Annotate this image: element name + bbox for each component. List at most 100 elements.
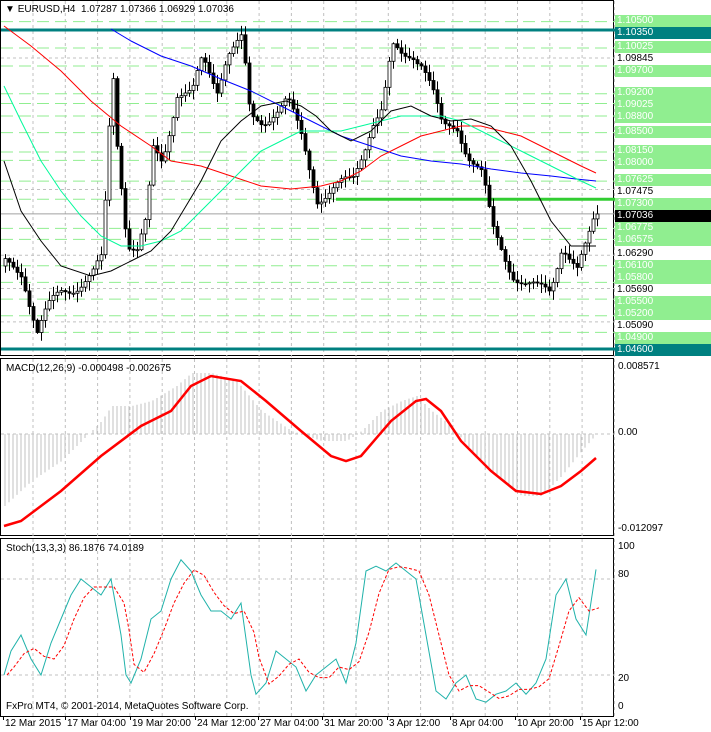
bear-candle <box>35 319 40 333</box>
bull-candle <box>99 254 104 262</box>
bear-candle <box>159 152 164 162</box>
bear-candle <box>503 249 508 262</box>
bear-candle <box>255 116 260 122</box>
bull-candle <box>527 282 532 285</box>
stoch-panel[interactable]: Stoch(13,3,3) 86.1876 74.0189 FxPro MT4,… <box>0 538 615 718</box>
bear-candle <box>563 252 568 255</box>
bear-candle <box>127 228 132 250</box>
stoch-chart[interactable] <box>1 539 615 718</box>
price-chart-panel[interactable]: ▼ EURUSD,H4 1.07287 1.07366 1.06929 1.07… <box>0 0 615 357</box>
bear-candle <box>399 47 404 54</box>
macd-scale-zero: 0.00 <box>618 427 638 438</box>
bull-candle <box>379 109 384 119</box>
bull-candle <box>239 34 244 41</box>
bear-candle <box>507 261 512 273</box>
level-label: 1.10025 <box>615 41 711 54</box>
bull-candle <box>167 135 172 153</box>
macd-scale-min: -0.012097 <box>618 523 664 534</box>
level-label: 1.09025 <box>615 98 711 111</box>
bull-candle <box>147 184 152 220</box>
bull-candle <box>199 57 204 71</box>
key-level-label: 1.04600 <box>615 344 711 356</box>
bear-candle <box>299 119 304 134</box>
bear-candle <box>419 63 424 67</box>
bull-candle <box>43 308 48 321</box>
time-label: 19 Mar 20:00 <box>132 718 191 729</box>
bear-candle <box>263 124 268 127</box>
bull-candle <box>587 230 592 244</box>
time-tick <box>3 716 4 720</box>
bear-candle <box>31 306 36 321</box>
bull-candle <box>47 300 52 310</box>
dropdown-arrow-icon[interactable]: ▼ <box>5 4 15 15</box>
bull-candle <box>187 90 192 94</box>
level-label: 1.05800 <box>615 272 711 284</box>
bull-candle <box>271 117 276 123</box>
bear-candle <box>311 169 316 189</box>
bear-candle <box>215 83 220 94</box>
bear-candle <box>547 286 552 292</box>
macd-panel[interactable]: MACD(12,26,9) -0.000498 -0.002675 <box>0 358 615 537</box>
time-tick <box>450 716 451 720</box>
time-tick <box>195 716 196 720</box>
level-label: 1.06575 <box>615 234 711 247</box>
stoch-title: Stoch(13,3,3) 86.1876 74.0189 <box>6 543 144 554</box>
bull-candle <box>75 290 80 294</box>
bear-candle <box>523 283 528 286</box>
bear-candle <box>483 169 488 186</box>
bear-candle <box>519 282 524 285</box>
stoch-scale-80: 80 <box>618 569 630 580</box>
bull-candle <box>331 187 336 194</box>
bear-candle <box>315 187 320 205</box>
bull-candle <box>367 137 372 151</box>
bull-candle <box>91 268 96 276</box>
bull-candle <box>111 78 116 127</box>
bear-candle <box>567 253 572 260</box>
time-label: 10 Apr 20:00 <box>517 718 574 729</box>
macd-chart[interactable] <box>1 359 615 537</box>
price-chart[interactable] <box>1 1 615 357</box>
bear-candle <box>495 226 500 238</box>
bull-candle <box>323 197 328 203</box>
macd-scale-max: 0.008571 <box>618 361 660 372</box>
bear-candle <box>447 123 452 127</box>
price-scale-tick: 1.09845 <box>615 53 711 66</box>
stoch-scale-20: 20 <box>618 673 630 684</box>
bear-candle <box>511 271 516 281</box>
moving-average-long <box>110 28 597 182</box>
time-tick <box>322 716 323 720</box>
bear-candle <box>123 188 128 230</box>
price-scale-tick: 1.05090 <box>615 320 711 332</box>
bear-candle <box>23 276 28 292</box>
bear-candle <box>203 57 208 63</box>
bear-candle <box>67 291 72 294</box>
bear-candle <box>463 143 468 155</box>
bull-candle <box>107 125 112 201</box>
level-label: 1.05200 <box>615 308 711 320</box>
moving-average-slow <box>3 25 597 190</box>
bull-candle <box>195 70 200 86</box>
time-label: 3 Apr 12:00 <box>389 718 441 729</box>
level-label: 1.09200 <box>615 86 711 99</box>
bull-candle <box>103 199 108 256</box>
time-tick <box>130 716 131 720</box>
bear-candle <box>479 166 484 171</box>
bull-candle <box>383 86 388 111</box>
bull-candle <box>391 43 396 62</box>
price-scale-tick: 1.05690 <box>615 284 711 296</box>
symbol-title: EURUSD,H4 <box>17 4 76 15</box>
bull-candle <box>87 275 92 283</box>
bull-candle <box>171 117 176 137</box>
level-label: 1.09700 <box>615 65 711 78</box>
level-label: 1.08500 <box>615 125 711 138</box>
bear-candle <box>287 98 292 101</box>
bull-candle <box>51 294 56 301</box>
bear-candle <box>303 133 308 152</box>
bull-candle <box>223 64 228 81</box>
bear-candle <box>243 34 248 64</box>
level-label: 1.06775 <box>615 222 711 235</box>
bull-candle <box>95 260 100 270</box>
bear-candle <box>291 99 296 110</box>
bull-candle <box>531 281 536 284</box>
key-level-label: 1.10350 <box>615 26 711 39</box>
